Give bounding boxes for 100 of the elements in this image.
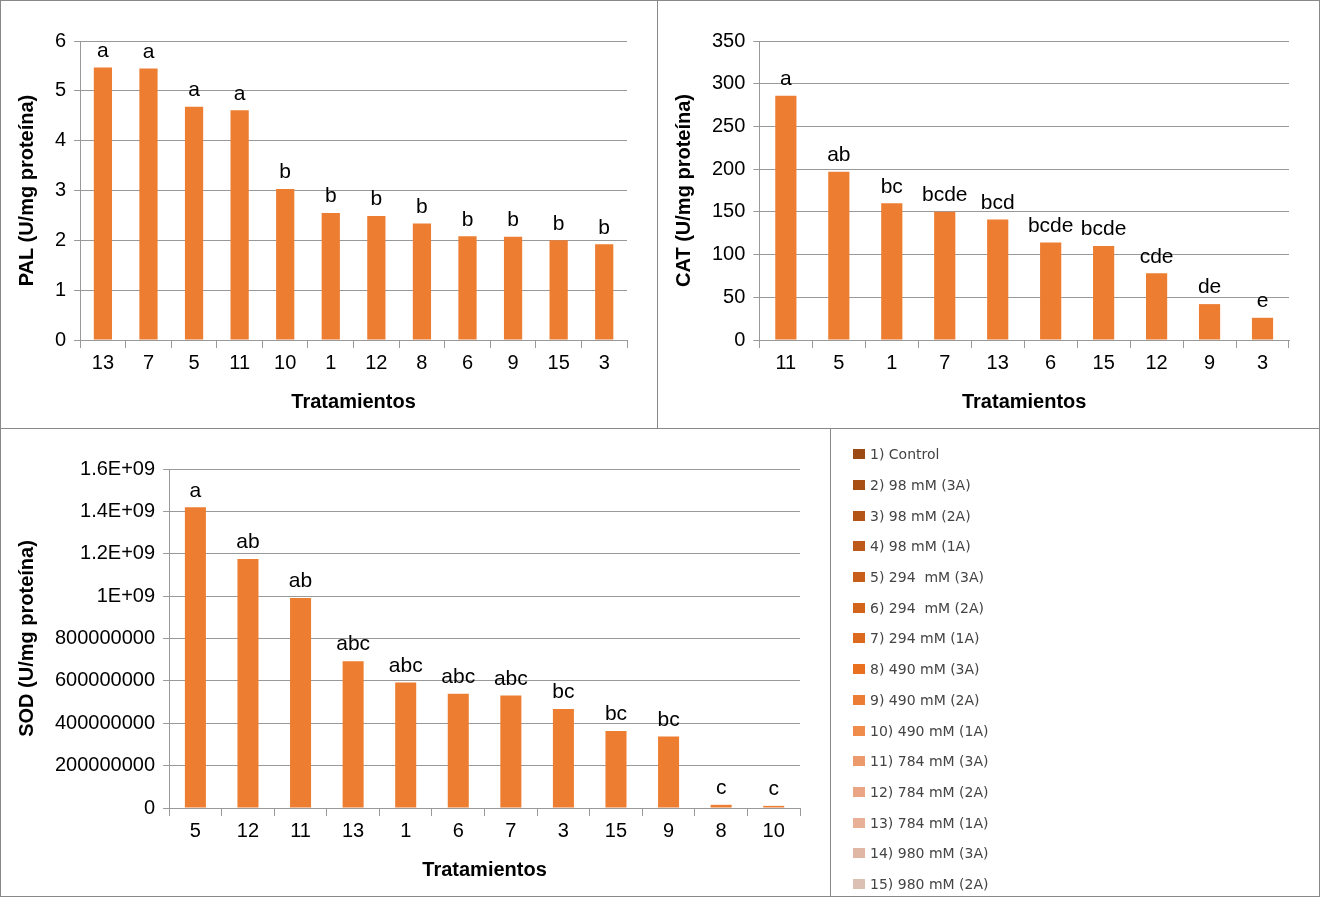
- category-label: 6) 294 mM (2A): [870, 599, 985, 616]
- bar: [500, 695, 522, 808]
- x-tick-label: 12: [365, 350, 388, 373]
- data-label: abc: [336, 631, 371, 655]
- x-tick-label: 15: [547, 350, 570, 373]
- category-label: 5) 294 mM (3A): [870, 569, 985, 586]
- bar: [552, 709, 574, 808]
- x-tick-label: 9: [663, 818, 675, 841]
- data-label: bc: [880, 173, 903, 197]
- bar: [987, 219, 1009, 340]
- category-label: 13) 784 mM (1A): [870, 814, 989, 831]
- category-label: 8) 490 mM (3A): [870, 661, 980, 678]
- data-label: bc: [552, 679, 575, 703]
- x-tick-label: 8: [715, 818, 727, 841]
- y-axis-title: CAT (U/mg proteína): [671, 94, 694, 287]
- y-tick-label: 350: [711, 28, 746, 51]
- x-tick-label: 11: [775, 350, 797, 373]
- bar: [1251, 317, 1274, 340]
- data-label: b: [370, 186, 383, 210]
- y-tick-label: 50: [723, 284, 746, 307]
- y-tick-label: 2: [55, 227, 67, 250]
- data-label: ab: [827, 142, 851, 165]
- bar: [934, 211, 956, 340]
- x-tick-label: 6: [452, 818, 464, 841]
- bar: [658, 736, 680, 808]
- data-label: a: [97, 37, 110, 61]
- data-label: a: [142, 38, 155, 62]
- bar: [93, 67, 113, 340]
- x-tick-label: 5: [188, 350, 200, 373]
- data-label: e: [1256, 288, 1269, 312]
- data-label: abc: [493, 665, 528, 689]
- data-label: c: [768, 776, 779, 800]
- y-tick-label: 300: [711, 71, 746, 94]
- data-label: a: [188, 77, 201, 101]
- y-tick-label: 1.4E+09: [80, 498, 156, 521]
- y-tick-label: 6: [55, 28, 67, 51]
- y-tick-label: 0: [143, 795, 156, 818]
- y-tick-label: 1.2E+09: [80, 541, 156, 564]
- x-tick-label: 6: [461, 350, 474, 373]
- data-label: bc: [657, 706, 680, 730]
- x-tick-label: 3: [598, 350, 610, 373]
- x-tick-label: 5: [833, 350, 845, 373]
- x-tick-label: 9: [1203, 350, 1216, 373]
- category-label: 12) 784 mM (2A): [870, 783, 989, 800]
- category-label: 14) 980 mM (3A): [870, 845, 989, 862]
- bar: [184, 507, 206, 808]
- bar: [828, 171, 850, 340]
- data-label: b: [324, 183, 337, 207]
- y-axis-title: PAL (U/mg proteína): [14, 94, 37, 287]
- y-axis-title: SOD (U/mg proteína): [14, 540, 37, 737]
- data-label: abc: [388, 652, 423, 676]
- data-label: bcde: [1080, 216, 1127, 240]
- x-tick-label: 12: [1145, 350, 1168, 373]
- y-tick-label: 1.6E+09: [80, 456, 156, 479]
- category-label: 9) 490 mM (2A): [870, 691, 980, 708]
- category-label: 11) 784 mM (3A): [870, 753, 989, 770]
- bar: [605, 730, 627, 808]
- category-label: 7) 294 mM (1A): [870, 630, 980, 647]
- x-tick-label: 7: [505, 818, 517, 841]
- category-label: 4) 98 mM (1A): [870, 538, 971, 555]
- x-tick-label: 15: [1092, 350, 1115, 373]
- bar: [458, 236, 477, 340]
- data-label: cde: [1139, 243, 1174, 267]
- x-tick-label: 8: [416, 350, 428, 373]
- category-label: 10) 490 mM (1A): [870, 722, 989, 739]
- data-label: b: [552, 210, 565, 234]
- data-label: ab: [288, 568, 313, 592]
- bar: [881, 203, 903, 340]
- y-tick-label: 1: [55, 277, 67, 300]
- y-tick-label: 1E+09: [96, 583, 156, 606]
- bar: [342, 661, 364, 808]
- bar: [549, 240, 568, 340]
- category-label: 15) 980 mM (2A): [870, 875, 989, 892]
- bar: [595, 244, 614, 340]
- data-label: bcde: [921, 182, 968, 206]
- y-tick-label: 100: [711, 242, 746, 265]
- y-tick-label: 0: [734, 327, 746, 350]
- x-axis-title: Tratamientos: [291, 389, 416, 412]
- category-label: 3) 98 mM (2A): [870, 507, 971, 524]
- bar: [503, 236, 523, 340]
- x-tick-label: 6: [1045, 350, 1057, 373]
- y-tick-label: 200: [711, 156, 746, 179]
- bar: [412, 223, 432, 340]
- bar: [775, 95, 797, 340]
- x-tick-label: 12: [236, 818, 260, 841]
- x-axis-title: Tratamientos: [961, 389, 1087, 412]
- data-label: bcd: [980, 189, 1015, 213]
- x-tick-label: 13: [341, 818, 365, 841]
- bar: [1198, 304, 1221, 340]
- y-tick-label: 400000000: [55, 710, 156, 733]
- y-tick-label: 3: [55, 178, 67, 201]
- data-label: b: [461, 206, 474, 230]
- y-tick-label: 4: [55, 128, 67, 151]
- data-label: abc: [441, 664, 476, 688]
- x-tick-label: 9: [507, 350, 519, 373]
- bar: [230, 110, 249, 340]
- y-tick-label: 0: [55, 327, 67, 350]
- data-label: bc: [604, 701, 628, 725]
- data-label: a: [233, 80, 246, 104]
- data-label: b: [416, 193, 428, 217]
